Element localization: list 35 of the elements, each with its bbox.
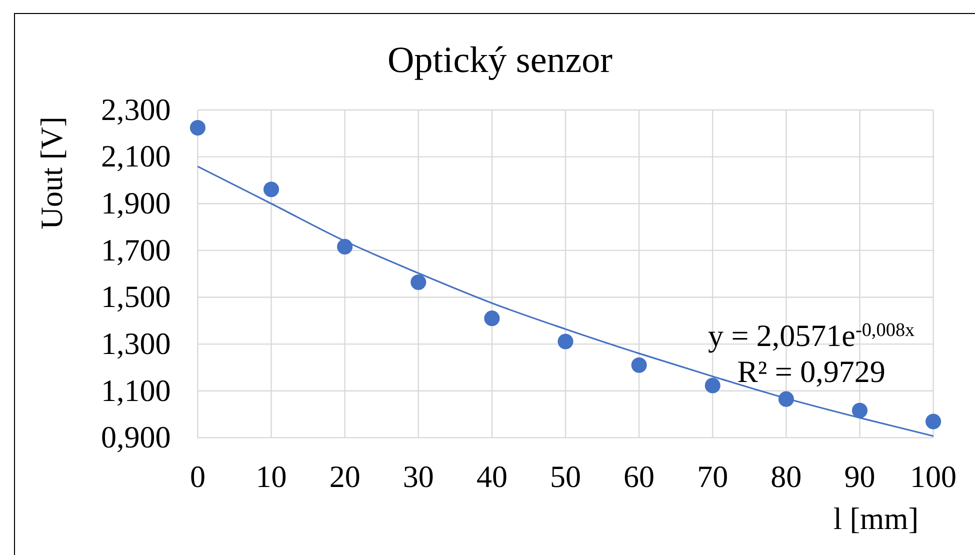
point [337,238,353,254]
x-tick-label: 0 [190,459,206,494]
point [558,334,574,350]
y-tick-label: 2,300 [100,92,171,127]
annotation: R² = 0,9729 [737,354,886,389]
y-tick-label: 0,900 [100,420,171,455]
x-tick-label: 30 [402,459,434,494]
y-tick-label: 1,300 [100,326,171,361]
y-tick-label: 1,900 [100,186,171,221]
chart-title: Optický senzor [387,40,613,81]
y-axis-title: Uout [V] [34,116,69,230]
x-tick-label: 100 [910,459,957,494]
annotation: y = 2,0571e$^{-0,008x}$ [708,318,916,353]
x-tick-label: 90 [844,459,876,494]
y-tick-label: 1,500 [100,279,171,314]
x-tick-label: 80 [770,459,802,494]
x-tick-label: 20 [329,459,360,494]
x-tick-label: 50 [550,459,581,494]
x-tick-label: 70 [697,459,728,494]
y-tick-label: 2,100 [100,138,171,174]
x-tick-label: 10 [256,459,287,494]
point [704,378,720,394]
point [852,402,868,418]
point [631,357,647,373]
point [926,414,942,430]
y-tick-label: 1,700 [100,232,171,268]
x-tick-label: 60 [624,459,655,494]
point [190,120,206,136]
x-tick-label: 40 [476,459,508,494]
point [484,310,500,326]
point [778,391,794,407]
point [263,182,280,198]
x-axis-title: l [mm] [833,501,919,536]
y-tick-label: 1,100 [100,372,171,408]
point [410,274,426,290]
